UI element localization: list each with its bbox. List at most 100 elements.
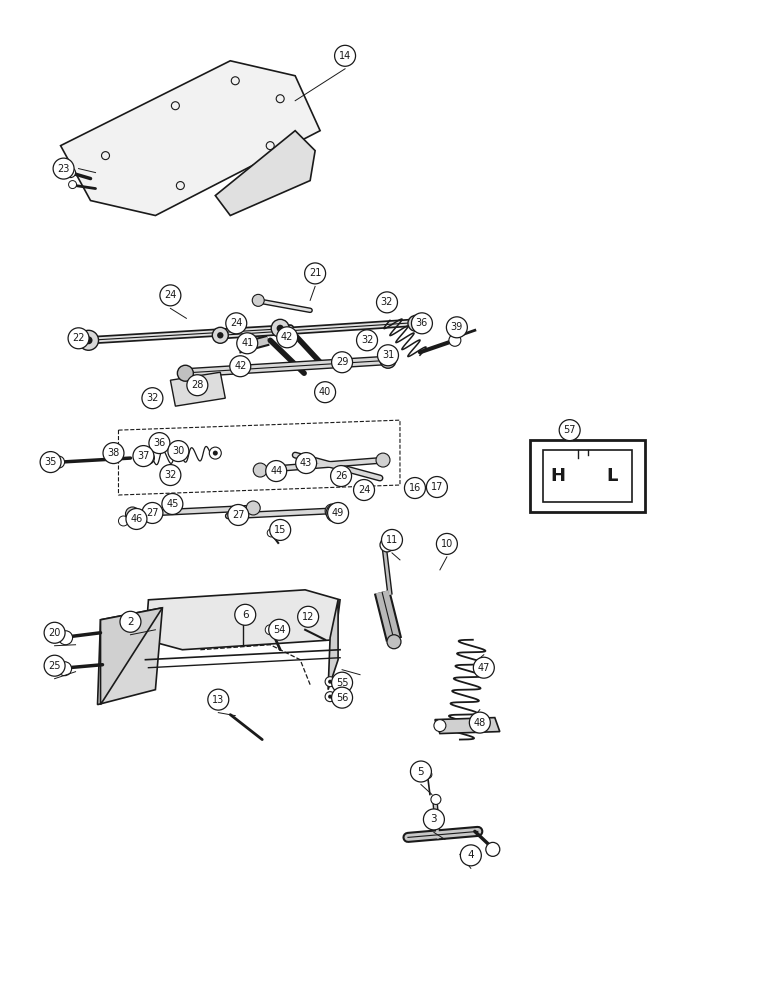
Circle shape	[305, 263, 326, 284]
Text: 38: 38	[107, 448, 120, 458]
Circle shape	[381, 529, 402, 550]
Circle shape	[334, 45, 356, 66]
Circle shape	[424, 771, 432, 778]
Circle shape	[328, 680, 332, 684]
Text: 5: 5	[418, 767, 425, 777]
Circle shape	[332, 672, 353, 693]
Circle shape	[325, 677, 335, 687]
Circle shape	[269, 619, 290, 640]
Circle shape	[267, 529, 275, 537]
Circle shape	[276, 325, 284, 332]
Circle shape	[44, 622, 65, 643]
Text: 49: 49	[332, 508, 344, 518]
Text: 15: 15	[274, 525, 286, 535]
Text: 46: 46	[130, 514, 143, 524]
Circle shape	[143, 452, 154, 464]
Circle shape	[133, 446, 154, 467]
Circle shape	[228, 504, 249, 525]
Polygon shape	[60, 61, 320, 216]
Circle shape	[235, 604, 256, 625]
Circle shape	[357, 330, 378, 351]
Text: 56: 56	[336, 693, 348, 703]
Text: 3: 3	[431, 814, 437, 824]
Circle shape	[446, 317, 467, 338]
Text: 48: 48	[474, 718, 486, 728]
Circle shape	[405, 478, 425, 499]
Text: 25: 25	[49, 661, 61, 671]
Circle shape	[431, 794, 441, 804]
Text: 55: 55	[336, 678, 348, 688]
Circle shape	[426, 477, 448, 498]
FancyBboxPatch shape	[530, 440, 645, 512]
Text: 42: 42	[234, 361, 246, 371]
Text: 35: 35	[45, 457, 57, 467]
Circle shape	[142, 388, 163, 409]
Text: 26: 26	[335, 471, 347, 481]
Circle shape	[436, 533, 457, 554]
Polygon shape	[171, 372, 225, 406]
Text: 27: 27	[146, 508, 159, 518]
Text: 24: 24	[358, 485, 371, 495]
Circle shape	[378, 345, 398, 366]
Text: 40: 40	[319, 387, 331, 397]
Text: 11: 11	[386, 535, 398, 545]
Circle shape	[126, 507, 140, 521]
Polygon shape	[145, 590, 340, 650]
Circle shape	[59, 631, 73, 645]
Circle shape	[149, 433, 170, 454]
Circle shape	[325, 504, 339, 518]
Circle shape	[434, 720, 446, 732]
Circle shape	[168, 441, 189, 462]
Circle shape	[40, 452, 61, 473]
Circle shape	[469, 712, 490, 733]
Text: 12: 12	[302, 612, 314, 622]
Text: 20: 20	[49, 628, 61, 638]
Text: 27: 27	[232, 510, 245, 520]
Circle shape	[230, 356, 251, 377]
Circle shape	[178, 365, 193, 381]
Text: 41: 41	[241, 338, 253, 348]
Circle shape	[326, 504, 344, 522]
Circle shape	[332, 687, 353, 708]
Circle shape	[266, 625, 275, 635]
Circle shape	[460, 845, 481, 866]
Circle shape	[240, 610, 246, 616]
Circle shape	[213, 451, 218, 456]
Circle shape	[53, 158, 74, 179]
Circle shape	[408, 315, 424, 331]
Text: 32: 32	[381, 297, 393, 307]
Circle shape	[187, 375, 208, 396]
Text: 4: 4	[468, 850, 474, 860]
Circle shape	[380, 538, 394, 552]
Circle shape	[79, 330, 99, 350]
Text: 16: 16	[409, 483, 421, 493]
Circle shape	[437, 482, 447, 492]
Circle shape	[236, 606, 250, 620]
Text: 24: 24	[164, 290, 177, 300]
Text: 13: 13	[212, 695, 225, 705]
Circle shape	[298, 606, 319, 627]
Circle shape	[376, 453, 390, 467]
Circle shape	[271, 319, 290, 337]
Circle shape	[325, 692, 335, 702]
Text: 2: 2	[127, 617, 134, 627]
Circle shape	[486, 842, 499, 856]
Circle shape	[103, 443, 124, 464]
Polygon shape	[328, 600, 338, 690]
Circle shape	[387, 635, 401, 649]
Circle shape	[85, 336, 93, 344]
Circle shape	[380, 352, 396, 368]
Circle shape	[377, 292, 398, 313]
Text: L: L	[606, 467, 618, 485]
Circle shape	[411, 761, 432, 782]
Circle shape	[66, 168, 76, 178]
Circle shape	[423, 809, 445, 830]
Text: 39: 39	[451, 322, 463, 332]
Text: 37: 37	[137, 451, 150, 461]
Circle shape	[413, 320, 419, 327]
Circle shape	[58, 662, 72, 676]
Circle shape	[407, 482, 417, 492]
Text: 23: 23	[57, 164, 69, 174]
Circle shape	[142, 502, 163, 523]
Circle shape	[246, 501, 260, 515]
